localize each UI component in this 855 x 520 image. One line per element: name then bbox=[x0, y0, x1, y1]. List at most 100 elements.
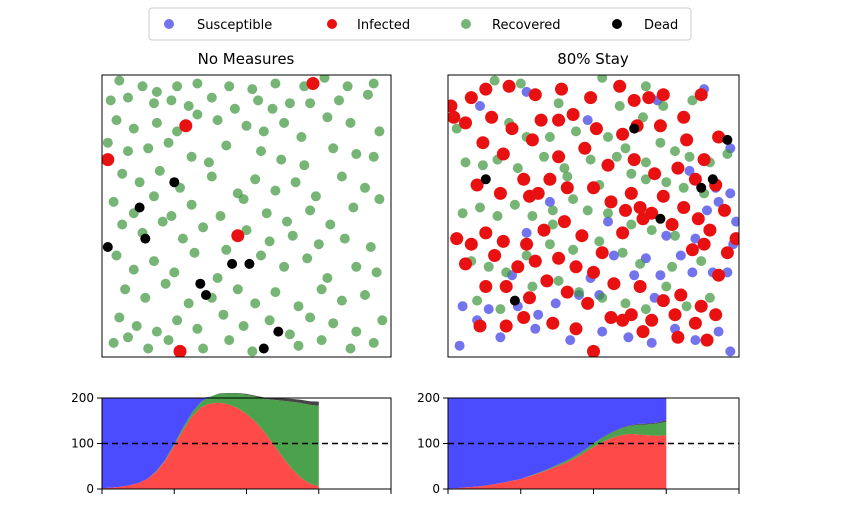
point-infected bbox=[459, 257, 472, 271]
point-infected bbox=[569, 322, 583, 336]
point-recovered bbox=[247, 84, 258, 95]
point-infected bbox=[523, 189, 536, 203]
point-recovered bbox=[336, 295, 347, 306]
point-recovered bbox=[172, 81, 183, 92]
point-recovered bbox=[670, 146, 680, 157]
y-tick-label: 200 bbox=[71, 391, 94, 405]
point-infected bbox=[578, 141, 592, 155]
legend-marker-susceptible bbox=[164, 19, 174, 29]
point-recovered bbox=[334, 95, 344, 106]
point-infected bbox=[537, 223, 551, 237]
point-infected bbox=[589, 122, 603, 136]
point-recovered bbox=[154, 165, 165, 176]
point-infected bbox=[587, 181, 600, 195]
point-recovered bbox=[362, 89, 373, 100]
point-recovered bbox=[157, 216, 168, 227]
point-recovered bbox=[509, 199, 520, 210]
point-recovered bbox=[328, 143, 339, 154]
point-infected bbox=[595, 246, 609, 260]
point-susceptible bbox=[725, 188, 736, 199]
point-recovered bbox=[229, 103, 240, 114]
point-recovered bbox=[186, 199, 197, 210]
legend-marker-infected bbox=[327, 19, 337, 29]
point-susceptible bbox=[483, 304, 494, 315]
point-recovered bbox=[189, 247, 200, 258]
point-recovered bbox=[123, 146, 133, 157]
point-recovered bbox=[640, 81, 651, 92]
point-recovered bbox=[151, 117, 162, 128]
point-infected bbox=[680, 133, 694, 147]
point-dead bbox=[134, 202, 145, 213]
point-susceptible bbox=[661, 230, 672, 241]
point-infected bbox=[520, 237, 534, 251]
point-recovered bbox=[123, 92, 133, 103]
point-recovered bbox=[102, 137, 113, 148]
y-tick-label: 0 bbox=[432, 482, 440, 496]
point-infected bbox=[511, 260, 525, 274]
point-recovered bbox=[305, 312, 316, 323]
point-infected bbox=[534, 113, 548, 127]
point-recovered bbox=[322, 273, 333, 283]
point-recovered bbox=[212, 115, 223, 126]
point-infected bbox=[729, 232, 739, 246]
scatter-points bbox=[448, 75, 739, 357]
point-susceptible bbox=[690, 233, 701, 244]
point-infected bbox=[613, 79, 627, 93]
point-recovered bbox=[351, 326, 362, 337]
point-recovered bbox=[640, 157, 651, 168]
point-infected bbox=[587, 344, 600, 357]
point-recovered bbox=[345, 343, 356, 354]
point-recovered bbox=[658, 101, 669, 111]
point-recovered bbox=[192, 78, 203, 89]
point-susceptible bbox=[550, 298, 561, 309]
point-recovered bbox=[559, 163, 570, 174]
point-infected bbox=[712, 130, 726, 144]
point-susceptible bbox=[521, 227, 532, 238]
point-infected bbox=[546, 316, 560, 330]
point-recovered bbox=[111, 115, 122, 126]
point-infected bbox=[645, 313, 659, 327]
point-recovered bbox=[704, 292, 715, 303]
point-infected bbox=[473, 319, 487, 333]
point-recovered bbox=[143, 143, 154, 154]
point-recovered bbox=[620, 298, 631, 309]
point-infected bbox=[552, 113, 566, 127]
point-recovered bbox=[585, 154, 596, 165]
legend-marker-dead bbox=[612, 19, 622, 29]
point-recovered bbox=[495, 304, 506, 315]
point-recovered bbox=[553, 98, 564, 109]
point-recovered bbox=[515, 78, 526, 89]
point-susceptible bbox=[597, 326, 608, 337]
point-recovered bbox=[360, 182, 370, 193]
point-recovered bbox=[328, 318, 339, 329]
point-infected bbox=[685, 243, 699, 257]
scatter-frame-80-stay bbox=[447, 74, 740, 358]
point-susceptible bbox=[608, 250, 619, 261]
point-recovered bbox=[319, 75, 330, 83]
point-recovered bbox=[553, 275, 564, 286]
point-infected bbox=[677, 110, 691, 124]
point-recovered bbox=[264, 236, 275, 247]
point-recovered bbox=[678, 182, 689, 193]
point-infected bbox=[656, 294, 670, 308]
point-recovered bbox=[206, 92, 217, 103]
point-infected bbox=[459, 116, 472, 130]
point-infected bbox=[560, 285, 574, 299]
point-recovered bbox=[238, 321, 249, 331]
point-infected bbox=[517, 172, 531, 186]
point-recovered bbox=[224, 335, 235, 346]
point-infected bbox=[700, 333, 714, 347]
legend: Susceptible Infected Recovered Dead bbox=[148, 7, 692, 41]
point-infected bbox=[636, 325, 650, 339]
scatter-title-no-measures: No Measures bbox=[198, 50, 295, 68]
point-susceptible bbox=[582, 115, 593, 126]
point-infected bbox=[502, 79, 516, 93]
point-susceptible bbox=[565, 335, 576, 346]
point-recovered bbox=[166, 95, 177, 106]
point-infected bbox=[697, 153, 711, 167]
point-recovered bbox=[270, 78, 281, 89]
point-infected bbox=[566, 108, 580, 121]
point-recovered bbox=[128, 264, 139, 275]
point-infected bbox=[671, 330, 685, 344]
